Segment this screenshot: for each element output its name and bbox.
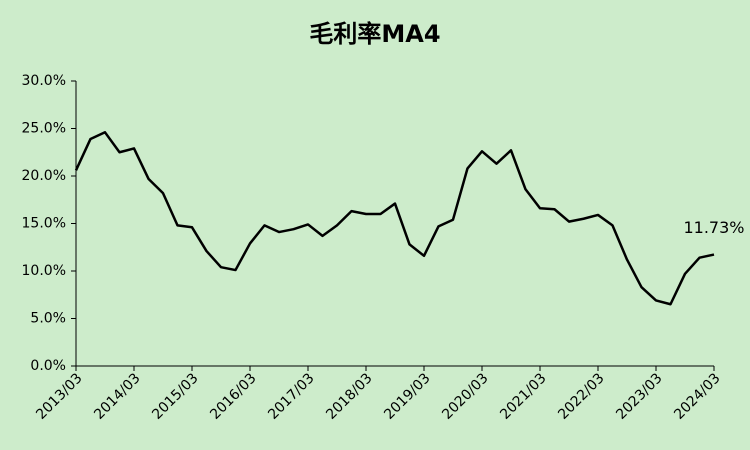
y-tick-label: 5.0% [30, 311, 66, 327]
x-tick-label: 2015/03 [149, 370, 201, 422]
x-tick-label: 2017/03 [265, 370, 317, 422]
y-tick-label: 25.0% [22, 121, 66, 137]
y-tick-label: 20.0% [22, 168, 66, 184]
y-tick-label: 30.0% [22, 73, 66, 89]
y-tick-label: 0.0% [30, 358, 66, 374]
y-tick-label: 10.0% [22, 263, 66, 279]
x-tick-label: 2016/03 [207, 370, 259, 422]
x-tick-label: 2013/03 [33, 370, 85, 422]
x-tick-label: 2022/03 [555, 370, 607, 422]
y-tick-label: 15.0% [22, 216, 66, 232]
x-tick-label: 2014/03 [91, 370, 143, 422]
x-tick-label: 2020/03 [439, 370, 491, 422]
line [74, 131, 715, 306]
value-label: 11.73% [683, 218, 744, 237]
x-tick-label: 2024/03 [671, 370, 723, 422]
x-tick-label: 2021/03 [497, 370, 549, 422]
x-tick-label: 2018/03 [323, 370, 375, 422]
x-tick-label: 2019/03 [381, 370, 433, 422]
chart-title: 毛利率MA4 [309, 20, 440, 48]
x-tick-label: 2023/03 [613, 370, 665, 422]
